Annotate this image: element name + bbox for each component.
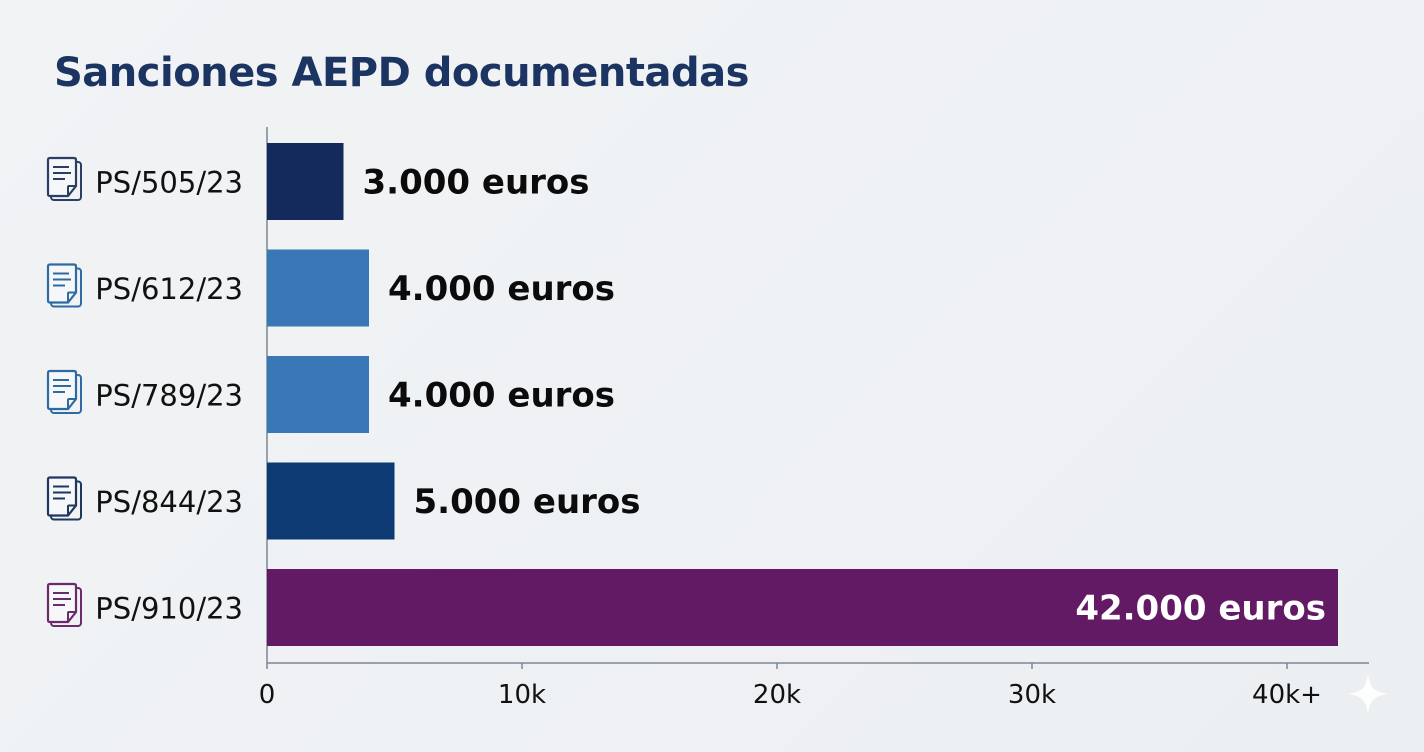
bar	[267, 462, 395, 540]
data-label: 4.000 euros	[388, 376, 615, 416]
data-label: 5.000 euros	[414, 482, 641, 522]
bar	[267, 249, 369, 327]
bar	[267, 143, 344, 220]
sparkle-icon	[1348, 674, 1388, 714]
data-label: 3.000 euros	[363, 163, 590, 203]
category-label: PS/789/23	[95, 379, 243, 413]
x-tick-label: 30k	[1008, 680, 1056, 710]
category-label: PS/612/23	[95, 272, 243, 306]
bar	[267, 569, 1338, 646]
x-tick-label: 10k	[498, 680, 546, 710]
bar	[267, 356, 369, 433]
data-label: 42.000 euros	[1075, 589, 1326, 629]
document-icon	[46, 263, 82, 308]
data-label: 4.000 euros	[388, 269, 615, 309]
document-icon	[46, 582, 82, 627]
category-label: PS/910/23	[95, 592, 243, 626]
document-icon	[46, 369, 82, 414]
x-tick-label: 40k+	[1252, 680, 1322, 710]
document-icon	[46, 476, 82, 521]
x-tick-label: 20k	[753, 680, 801, 710]
document-icon	[46, 156, 82, 201]
chart-title: Sanciones AEPD documentadas	[54, 50, 749, 96]
category-label: PS/844/23	[95, 485, 243, 519]
category-label: PS/505/23	[95, 166, 243, 200]
x-tick-label: 0	[259, 680, 276, 710]
